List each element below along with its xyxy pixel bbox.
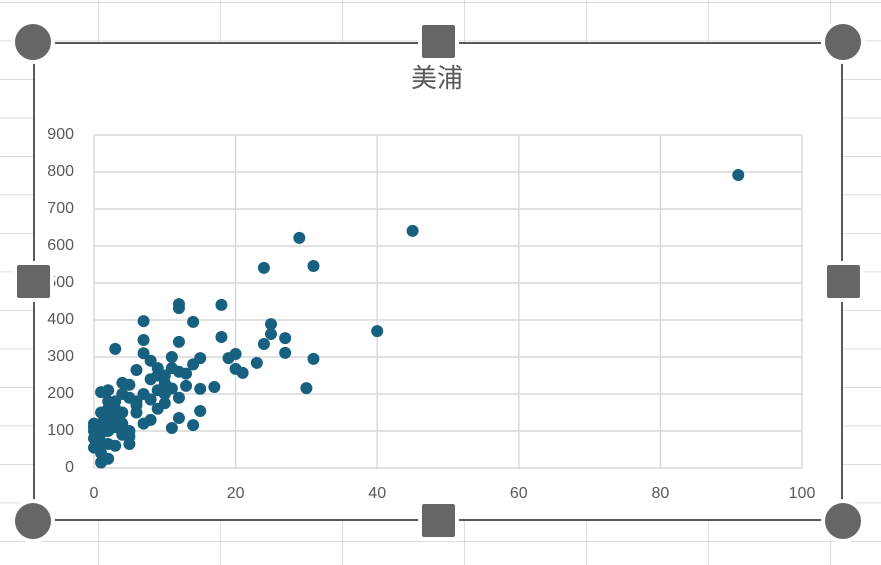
point bbox=[165, 351, 178, 363]
point bbox=[123, 437, 136, 450]
point bbox=[187, 358, 200, 371]
handle[interactable] bbox=[823, 261, 864, 302]
handle[interactable] bbox=[418, 21, 459, 62]
x-tick-label: 0 bbox=[90, 485, 99, 502]
point bbox=[279, 332, 292, 345]
point bbox=[137, 315, 150, 328]
point bbox=[265, 328, 277, 341]
point bbox=[137, 417, 150, 430]
y-tick-label: 900 bbox=[47, 126, 74, 143]
point bbox=[180, 379, 193, 392]
points bbox=[88, 168, 745, 469]
chart-title: 美浦 bbox=[411, 63, 463, 93]
handle[interactable] bbox=[13, 261, 54, 302]
point bbox=[95, 386, 108, 399]
point bbox=[95, 406, 108, 419]
y-tick-label: 800 bbox=[47, 163, 74, 180]
point bbox=[194, 405, 207, 418]
point bbox=[109, 342, 122, 355]
point bbox=[116, 388, 129, 400]
y-tick-label: 400 bbox=[47, 311, 74, 328]
point bbox=[187, 315, 200, 328]
point bbox=[732, 168, 745, 181]
point bbox=[116, 406, 129, 419]
handles[interactable] bbox=[11, 20, 865, 543]
point bbox=[300, 382, 313, 395]
point bbox=[172, 335, 185, 348]
point bbox=[215, 298, 228, 311]
point bbox=[257, 338, 270, 351]
x-tick-label: 100 bbox=[789, 485, 816, 502]
point bbox=[307, 352, 320, 365]
y-tick-label: 0 bbox=[65, 459, 74, 476]
point bbox=[187, 419, 200, 432]
point bbox=[257, 261, 270, 274]
point bbox=[137, 388, 150, 400]
handle[interactable] bbox=[11, 499, 55, 543]
point bbox=[130, 363, 143, 376]
y-tick-label: 600 bbox=[47, 237, 74, 254]
y-tick-label: 300 bbox=[47, 348, 74, 365]
point bbox=[165, 362, 178, 375]
point bbox=[250, 356, 263, 369]
point bbox=[371, 325, 384, 338]
point bbox=[172, 391, 185, 404]
point bbox=[215, 331, 228, 344]
point bbox=[307, 259, 320, 272]
y-tick-label: 700 bbox=[47, 200, 74, 217]
point bbox=[95, 447, 108, 460]
handle[interactable] bbox=[418, 500, 459, 541]
point bbox=[130, 395, 143, 408]
point bbox=[406, 224, 419, 237]
x-tick-label: 20 bbox=[227, 485, 245, 502]
x-tick-label: 40 bbox=[368, 485, 386, 502]
point bbox=[172, 412, 185, 425]
point bbox=[158, 388, 171, 400]
point bbox=[208, 380, 221, 393]
point bbox=[102, 395, 115, 408]
point bbox=[194, 382, 207, 395]
point bbox=[151, 402, 164, 415]
point bbox=[180, 367, 193, 380]
x-tick-label: 60 bbox=[510, 485, 528, 502]
point bbox=[95, 436, 108, 449]
point bbox=[116, 376, 129, 389]
handle[interactable] bbox=[11, 20, 55, 64]
point bbox=[172, 302, 185, 315]
point bbox=[279, 346, 292, 359]
point bbox=[130, 406, 143, 419]
point bbox=[229, 348, 242, 361]
point bbox=[109, 439, 122, 452]
point bbox=[144, 354, 157, 367]
point bbox=[151, 369, 164, 382]
chart-frame[interactable] bbox=[33, 42, 843, 521]
point bbox=[116, 428, 129, 441]
point bbox=[293, 231, 306, 244]
point bbox=[229, 362, 242, 375]
point bbox=[165, 422, 178, 435]
point bbox=[265, 318, 277, 331]
y-tick-label: 200 bbox=[47, 385, 74, 402]
handle[interactable] bbox=[821, 20, 865, 64]
handle[interactable] bbox=[821, 499, 865, 543]
x-tick-label: 80 bbox=[652, 485, 670, 502]
y-tick-label: 100 bbox=[47, 422, 74, 439]
point bbox=[137, 333, 150, 346]
point bbox=[88, 421, 100, 434]
point bbox=[137, 347, 150, 360]
